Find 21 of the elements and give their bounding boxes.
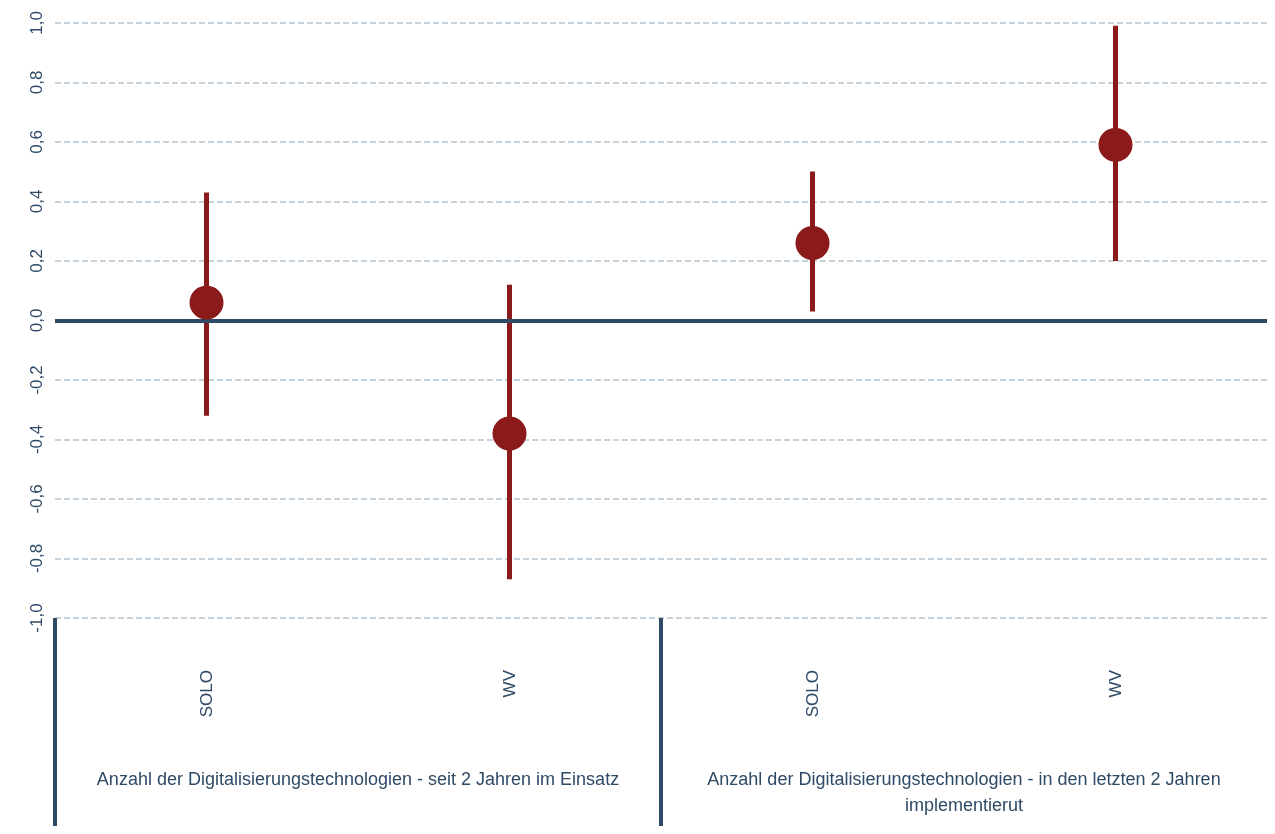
y-tick-label: 1,0 bbox=[27, 11, 46, 35]
x-tick-label: WV bbox=[500, 669, 519, 698]
x-tick-label: SOLO bbox=[803, 670, 822, 718]
x-tick-label: WV bbox=[1106, 669, 1125, 698]
point bbox=[492, 416, 527, 451]
y-tick-label: 0,8 bbox=[27, 70, 46, 95]
text: Anzahl der Digitalisierungstechnologien - in den letzten 2 Jahren implementierut bbox=[706, 768, 1222, 817]
y-tick-label: -0,2 bbox=[27, 365, 46, 395]
y-tick-label: 0,2 bbox=[27, 249, 46, 273]
y-tick-label: -1,0 bbox=[27, 603, 46, 633]
point bbox=[795, 226, 830, 261]
y-tick-label: 0,0 bbox=[27, 308, 46, 333]
x-tick-label: SOLO bbox=[197, 670, 216, 718]
y-tick-label: -0,6 bbox=[27, 484, 46, 514]
y-tick-label: 0,4 bbox=[27, 189, 46, 214]
y-tick-label: -0,8 bbox=[27, 543, 46, 574]
y-tick-label: 0,6 bbox=[27, 130, 46, 154]
point bbox=[1098, 127, 1133, 162]
y-tick-label: -0,4 bbox=[27, 424, 46, 455]
point bbox=[189, 285, 224, 320]
text: Anzahl der Digitalisierungstechnologien - seit 2 Jahren im Einsatz bbox=[95, 768, 621, 791]
